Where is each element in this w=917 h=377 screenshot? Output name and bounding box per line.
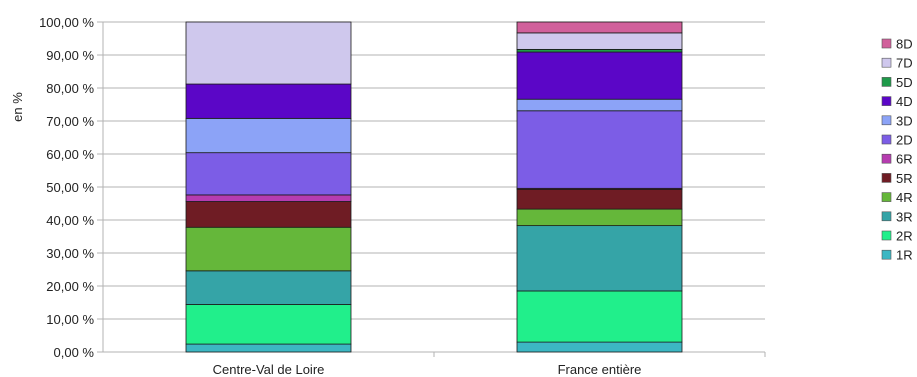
legend-label: 4R	[896, 190, 913, 205]
legend-swatch-4d	[881, 96, 892, 106]
bar-segment-4r	[516, 208, 683, 227]
y-tick-label: 60,00 %	[46, 147, 94, 162]
bar-segment-4r	[185, 226, 352, 272]
bar-segment-3r	[516, 225, 683, 292]
y-tick-label: 90,00 %	[46, 48, 94, 63]
bar-segment-2d	[185, 152, 352, 196]
legend-swatch-8d	[881, 38, 892, 49]
legend-swatch-5r	[881, 173, 892, 183]
legend-label: 3R	[896, 209, 913, 224]
legend-swatch-1r	[881, 249, 892, 260]
y-tick-label: 80,00 %	[46, 81, 94, 96]
legend-label: 6R	[896, 152, 913, 167]
legend-label: 5R	[896, 171, 913, 186]
legend-label: 7D	[896, 56, 913, 71]
bar-segment-6r	[185, 194, 352, 202]
y-tick-label: 10,00 %	[46, 312, 94, 327]
y-axis-ticks: 0,00 % 10,00 % 20,00 % 30,00 % 40,00 % 50,00 …	[39, 15, 94, 360]
y-tick-label: 20,00 %	[46, 279, 94, 294]
legend-swatch-3d	[881, 115, 892, 126]
y-axis-label: en %	[10, 92, 25, 122]
x-axis-categories: Centre-Val de Loire France entière	[213, 362, 642, 377]
legend-swatch-7d	[881, 57, 892, 68]
bar-segment-8d	[516, 21, 683, 34]
y-tick-label: 70,00 %	[46, 114, 94, 129]
y-tick-label: 30,00 %	[46, 246, 94, 261]
legend-label: 8D	[896, 37, 913, 52]
bar-segment-4d	[516, 51, 683, 100]
legend-label: 1R	[896, 248, 913, 263]
y-tick-label: 0,00 %	[54, 345, 95, 360]
legend-swatch-6r	[881, 153, 892, 164]
bar-segment-7d	[185, 21, 352, 85]
bar-segment-3d	[516, 98, 683, 112]
bar-segment-1r	[516, 341, 683, 353]
legend-swatch-4r	[881, 192, 892, 202]
y-tick-label: 50,00 %	[46, 180, 94, 195]
bar-segment-7d	[516, 32, 683, 50]
legend-swatch-2d	[881, 134, 892, 145]
legend-label: 4D	[896, 94, 913, 109]
legend-swatch-5d	[881, 77, 892, 87]
bar-segment-2r	[185, 304, 352, 345]
legend-label: 2D	[896, 133, 913, 148]
legend-swatch-2r	[881, 230, 892, 241]
y-tick-label: 100,00 %	[39, 15, 94, 30]
bar-segment-2r	[516, 290, 683, 343]
legend: 8D 7D 5D 4D 3D 2D 6R 5R 4R 3R 2R 1R	[881, 37, 913, 263]
bar-segment-3d	[185, 117, 352, 154]
bar-segment-5r	[516, 188, 683, 210]
legend-swatch-3r	[881, 211, 892, 222]
legend-label: 2R	[896, 229, 913, 244]
x-category-label: France entière	[558, 362, 642, 377]
bar-segment-4d	[185, 83, 352, 119]
legend-label: 5D	[896, 75, 913, 90]
bar-segment-1r	[185, 343, 352, 353]
x-category-label: Centre-Val de Loire	[213, 362, 325, 377]
bar-segment-5r	[185, 201, 352, 228]
bar-segment-3r	[185, 270, 352, 305]
legend-label: 3D	[896, 113, 913, 128]
y-tick-label: 40,00 %	[46, 213, 94, 228]
bars	[185, 21, 683, 353]
bar-segment-2d	[516, 110, 683, 189]
